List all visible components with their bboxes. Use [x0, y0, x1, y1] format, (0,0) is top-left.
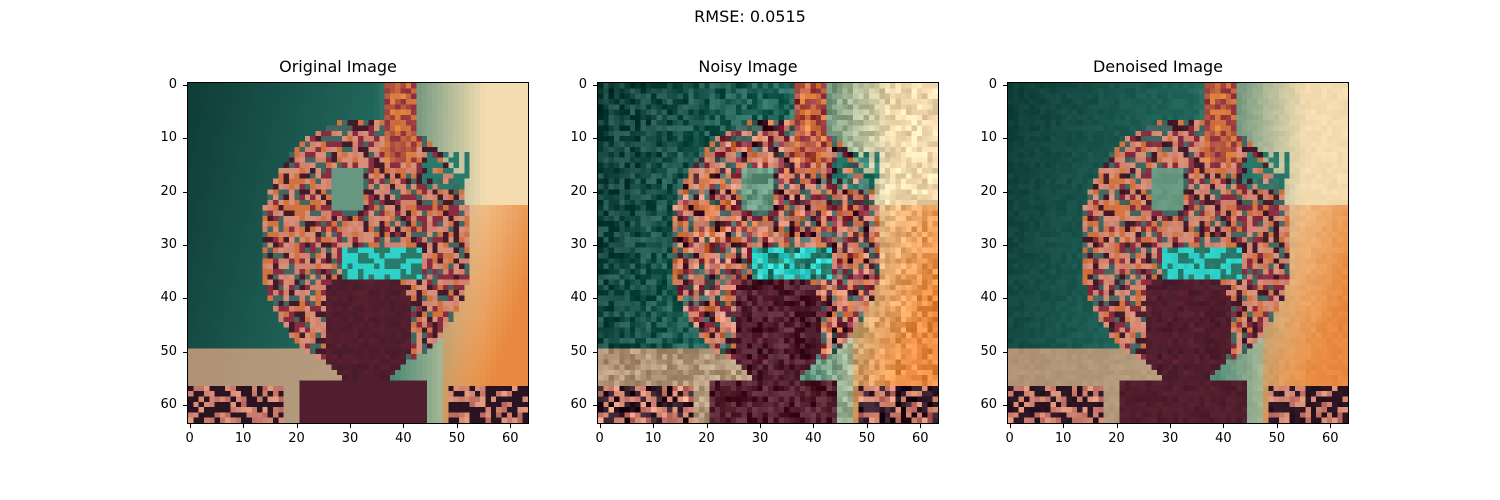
x-tick-mark — [1063, 424, 1065, 428]
x-tick-label: 30 — [751, 431, 769, 446]
y-tick-mark — [183, 351, 187, 353]
y-tick-mark — [1003, 191, 1007, 193]
x-tick-mark — [189, 424, 191, 428]
y-tick-mark — [183, 84, 187, 86]
y-tick-mark — [183, 244, 187, 246]
x-tick-label: 40 — [1215, 431, 1232, 446]
y-tick-label: 0 — [578, 76, 587, 92]
x-tick-label: 40 — [805, 431, 822, 446]
x-tick-mark — [1276, 424, 1278, 428]
x-tick-label: 10 — [234, 431, 252, 446]
panel-title-noisy: Noisy Image — [698, 57, 798, 76]
x-tick-mark — [403, 424, 405, 428]
x-tick-mark — [759, 424, 761, 428]
y-tick-mark — [1003, 84, 1007, 86]
pixel-art-original — [188, 83, 528, 423]
x-tick-mark — [510, 424, 512, 428]
pixel-art-noisy — [598, 83, 938, 423]
y-tick-label: 50 — [160, 343, 177, 359]
y-tick-mark — [593, 84, 597, 86]
figure-suptitle: RMSE: 0.0515 — [694, 7, 806, 26]
y-tick-label: 60 — [160, 397, 177, 413]
y-tick-label: 20 — [570, 183, 587, 199]
y-tick-mark — [593, 191, 597, 193]
pixel-art-denoised — [1008, 83, 1348, 423]
y-tick-label: 10 — [160, 130, 177, 146]
x-tick-mark — [920, 424, 922, 428]
x-tick-label: 30 — [1161, 431, 1179, 446]
x-tick-label: 40 — [395, 431, 412, 446]
x-tick-mark — [866, 424, 868, 428]
y-tick-label: 30 — [570, 236, 587, 252]
x-tick-mark — [456, 424, 458, 428]
x-tick-label: 60 — [1322, 431, 1339, 446]
x-tick-mark — [1009, 424, 1011, 428]
y-tick-label: 0 — [988, 76, 997, 92]
y-tick-mark — [1003, 298, 1007, 300]
y-tick-label: 60 — [980, 397, 997, 413]
x-tick-mark — [349, 424, 351, 428]
x-tick-label: 20 — [698, 431, 715, 446]
y-tick-mark — [183, 138, 187, 140]
panel-original: Original Image 0 10 20 30 40 50 60 0 10 20 30 40 50 6… — [147, 0, 567, 500]
y-tick-mark — [593, 298, 597, 300]
y-tick-mark — [593, 138, 597, 140]
x-tick-label: 0 — [185, 431, 194, 446]
x-tick-mark — [1330, 424, 1332, 428]
x-tick-mark — [813, 424, 815, 428]
panel-denoised: Denoised Image 0 10 20 30 40 50 60 0 10 20 30 40 50 6… — [967, 0, 1387, 500]
x-tick-label: 60 — [502, 431, 519, 446]
x-tick-mark — [1169, 424, 1171, 428]
x-tick-mark — [1223, 424, 1225, 428]
y-tick-label: 50 — [570, 343, 587, 359]
y-tick-label: 10 — [980, 130, 997, 146]
y-tick-mark — [183, 191, 187, 193]
y-tick-mark — [593, 405, 597, 407]
image-original — [187, 82, 529, 424]
x-tick-label: 10 — [1054, 431, 1072, 446]
x-tick-label: 0 — [1005, 431, 1014, 446]
y-tick-label: 30 — [980, 236, 997, 252]
y-tick-mark — [1003, 138, 1007, 140]
x-tick-label: 30 — [341, 431, 359, 446]
x-tick-mark — [653, 424, 655, 428]
image-denoised — [1007, 82, 1349, 424]
x-tick-label: 60 — [912, 431, 929, 446]
x-tick-mark — [599, 424, 601, 428]
y-tick-label: 40 — [980, 290, 997, 306]
x-tick-label: 20 — [288, 431, 305, 446]
x-tick-label: 10 — [644, 431, 662, 446]
x-tick-label: 20 — [1108, 431, 1125, 446]
image-noisy — [597, 82, 939, 424]
y-tick-mark — [593, 244, 597, 246]
y-tick-label: 60 — [570, 397, 587, 413]
y-tick-mark — [183, 405, 187, 407]
y-tick-label: 40 — [160, 290, 177, 306]
x-tick-label: 50 — [448, 431, 466, 446]
x-tick-mark — [296, 424, 298, 428]
y-tick-label: 40 — [570, 290, 587, 306]
y-tick-mark — [1003, 244, 1007, 246]
y-tick-label: 20 — [160, 183, 177, 199]
x-tick-label: 50 — [1268, 431, 1286, 446]
y-tick-label: 20 — [980, 183, 997, 199]
x-tick-mark — [1116, 424, 1118, 428]
y-tick-mark — [1003, 405, 1007, 407]
x-tick-mark — [243, 424, 245, 428]
x-tick-mark — [706, 424, 708, 428]
x-tick-label: 50 — [858, 431, 876, 446]
y-tick-mark — [1003, 351, 1007, 353]
y-tick-label: 10 — [570, 130, 587, 146]
y-tick-label: 30 — [160, 236, 177, 252]
y-tick-mark — [593, 351, 597, 353]
y-tick-mark — [183, 298, 187, 300]
panel-noisy: Noisy Image 0 10 20 30 40 50 60 0 10 20 30 40 50 60 — [557, 0, 977, 500]
panel-title-denoised: Denoised Image — [1092, 57, 1224, 76]
y-tick-label: 0 — [168, 76, 177, 92]
panel-title-original: Original Image — [279, 57, 397, 76]
x-tick-label: 0 — [595, 431, 604, 446]
y-tick-label: 50 — [980, 343, 997, 359]
